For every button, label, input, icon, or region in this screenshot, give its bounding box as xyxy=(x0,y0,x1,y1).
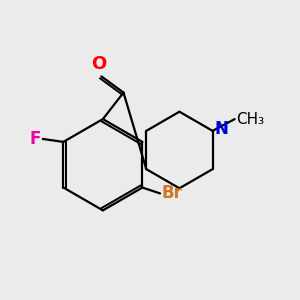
Text: O: O xyxy=(91,56,106,74)
Text: N: N xyxy=(215,120,229,138)
Text: CH₃: CH₃ xyxy=(236,112,264,127)
Text: Br: Br xyxy=(162,184,182,202)
Text: F: F xyxy=(30,130,41,148)
